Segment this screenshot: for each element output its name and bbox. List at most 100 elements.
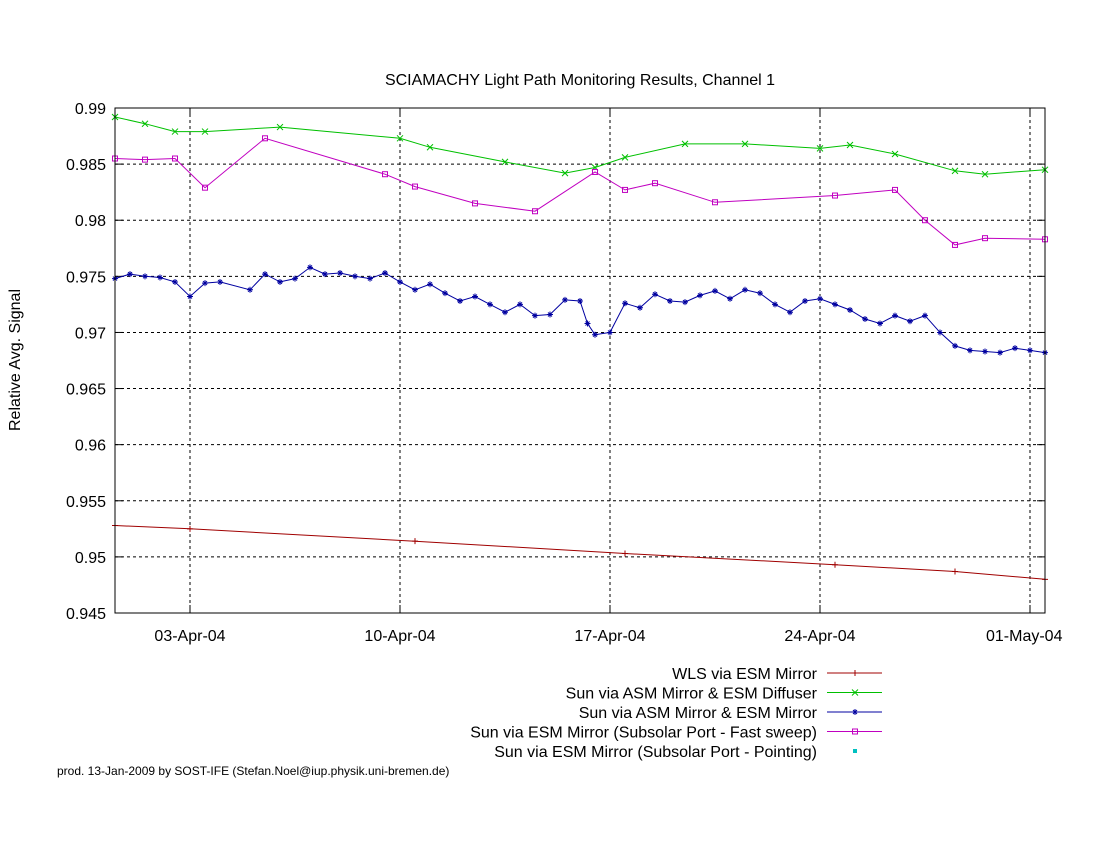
series-3 [112, 264, 1048, 356]
y-tick-label: 0.975 [66, 269, 106, 286]
legend-item: Sun via ASM Mirror & ESM Mirror [579, 705, 882, 722]
y-tick-label: 0.97 [75, 325, 106, 342]
star-marker [667, 298, 673, 305]
square-marker [262, 135, 268, 142]
star-marker [592, 331, 598, 338]
star-marker [937, 329, 943, 336]
plus-marker [622, 550, 628, 557]
square-marker [652, 180, 658, 187]
plot-frame [114, 107, 1046, 614]
star-marker [217, 278, 223, 285]
series-line [114, 137, 1046, 246]
legend-label: Sun via ESM Mirror (Subsolar Port - Fast… [470, 725, 817, 742]
cross-marker [396, 134, 404, 142]
star-marker [202, 280, 208, 287]
star-marker [787, 309, 793, 316]
series-1 [112, 522, 1048, 583]
star-marker [982, 348, 988, 355]
star-marker [952, 342, 958, 349]
legend-label: Sun via ASM Mirror & ESM Diffuser [566, 686, 818, 703]
star-marker [172, 278, 178, 285]
cross-marker [681, 140, 689, 148]
legend-item: Sun via ESM Mirror (Subsolar Port - Poin… [494, 744, 857, 761]
square-marker [592, 168, 598, 175]
star-marker [187, 293, 193, 300]
star-marker [352, 273, 358, 280]
cross-marker [891, 150, 899, 158]
star-marker [892, 312, 898, 319]
x-tick-label: 03-Apr-04 [154, 628, 225, 645]
legend-item: Sun via ESM Mirror (Subsolar Port - Fast… [470, 725, 882, 742]
star-marker [652, 291, 658, 298]
star-marker [772, 301, 778, 308]
star-marker [382, 269, 388, 276]
cross-marker [816, 145, 824, 152]
star-marker [832, 301, 838, 308]
star-marker [922, 312, 928, 319]
legend-item: WLS via ESM Mirror [672, 666, 882, 683]
axis-ticks: 0.945 0.95 0.955 0.96 0.965 0.97 0.975 0.98 0.98… [66, 101, 1063, 645]
square-marker [952, 241, 958, 248]
cross-marker [951, 167, 959, 175]
star-marker [262, 271, 268, 278]
y-tick-label: 0.95 [75, 550, 106, 567]
dot-marker [853, 749, 857, 753]
series-line [114, 525, 1046, 580]
star-marker [292, 275, 298, 282]
star-marker [142, 273, 148, 280]
series-4 [112, 135, 1048, 248]
grid-lines [115, 108, 1045, 613]
legend: WLS via ESM Mirror Sun via ASM Mirror & E… [470, 666, 882, 761]
x-tick-label: 17-Apr-04 [574, 628, 645, 645]
star-marker [1012, 345, 1018, 352]
square-marker [922, 217, 928, 224]
star-marker [472, 293, 478, 300]
cross-marker [981, 170, 989, 178]
star-marker [502, 309, 508, 316]
star-marker [637, 304, 643, 311]
cross-marker [561, 169, 569, 177]
square-marker [172, 155, 178, 162]
x-tick-label: 01-May-04 [986, 628, 1063, 645]
cross-marker [201, 128, 209, 135]
cross-marker [621, 154, 629, 161]
cross-marker [851, 689, 859, 696]
square-marker [142, 156, 148, 163]
star-marker [127, 271, 133, 278]
star-marker [802, 298, 808, 305]
x-tick-label: 24-Apr-04 [784, 628, 855, 645]
y-tick-label: 0.96 [75, 438, 106, 455]
star-marker [442, 290, 448, 297]
star-marker [577, 298, 583, 305]
square-marker [852, 728, 858, 735]
star-marker [532, 312, 538, 319]
plot-series [111, 113, 1049, 583]
square-marker [892, 186, 898, 193]
x-tick-label: 10-Apr-04 [364, 628, 435, 645]
star-marker [877, 320, 883, 327]
star-marker [157, 274, 163, 281]
series-line [114, 266, 1046, 354]
star-marker [1027, 347, 1033, 354]
production-footer: prod. 13-Jan-2009 by SOST-IFE (Stefan.No… [57, 764, 450, 778]
legend-label: WLS via ESM Mirror [672, 666, 818, 683]
plus-marker [952, 568, 958, 575]
star-marker [397, 278, 403, 285]
series-line [114, 116, 1046, 175]
legend-label: Sun via ESM Mirror (Subsolar Port - Poin… [494, 744, 817, 761]
star-marker [907, 318, 913, 325]
cross-marker [141, 120, 149, 128]
star-marker [517, 301, 523, 308]
cross-marker [171, 128, 179, 135]
square-marker [532, 208, 538, 215]
legend-item: Sun via ASM Mirror & ESM Diffuser [566, 686, 882, 703]
square-marker [382, 171, 388, 178]
plus-marker [412, 538, 418, 545]
star-marker [852, 709, 858, 715]
square-marker [412, 183, 418, 190]
star-marker [742, 286, 748, 293]
star-marker [997, 349, 1003, 356]
star-marker [847, 307, 853, 313]
star-marker [367, 275, 373, 282]
